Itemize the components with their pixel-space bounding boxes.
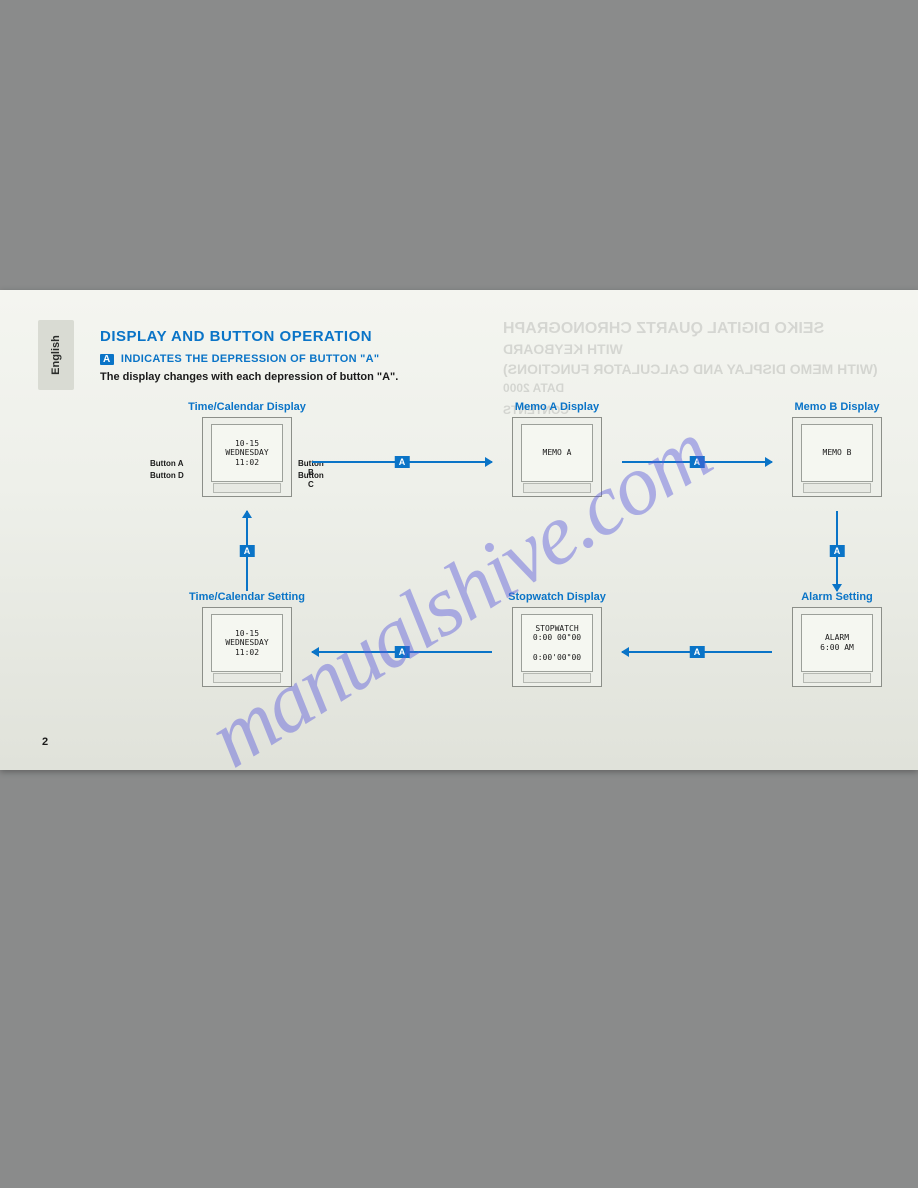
watch-screen: ALARM 6:00 AM (803, 616, 871, 670)
node-label: Stopwatch Display (508, 591, 606, 603)
arrow-badge: A (240, 545, 255, 557)
language-label: English (50, 335, 62, 375)
watch-screen: STOPWATCH 0:00 00"00 0:00'00"00 (523, 616, 591, 670)
a-badge: A (100, 354, 114, 365)
arrow-badge: A (690, 646, 705, 658)
watch-screen: 10-15 WEDNESDAY 11:02 (213, 426, 281, 480)
page-content: English SEIKO DIGITAL QUARTZ CHRONOGRAPH… (0, 290, 918, 770)
watch-icon: 10-15 WEDNESDAY 11:02 (202, 417, 292, 497)
node-label: Memo B Display (795, 401, 880, 413)
button-callout: Button C (298, 471, 324, 489)
watch-screen: MEMO B (803, 426, 871, 480)
flow-node-time-calendar-display: Time/Calendar Display10-15 WEDNESDAY 11:… (202, 401, 292, 497)
language-tab: English (38, 320, 74, 390)
flow-node-time-calendar-setting: Time/Calendar Setting10-15 WEDNESDAY 11:… (202, 591, 292, 687)
arrow-badge: A (395, 456, 410, 468)
page-number: 2 (42, 736, 48, 748)
flow-node-memo-b-display: Memo B Display MEMO B (792, 401, 882, 497)
arrow-badge: A (830, 545, 845, 557)
arrow-badge: A (395, 646, 410, 658)
button-callout: Button D (150, 471, 184, 480)
watch-icon: STOPWATCH 0:00 00"00 0:00'00"00 (512, 607, 602, 687)
subtitle-text: INDICATES THE DEPRESSION OF BUTTON "A" (121, 353, 380, 365)
node-label: Alarm Setting (801, 591, 873, 603)
flow-node-stopwatch-display: Stopwatch DisplaySTOPWATCH 0:00 00"00 0:… (512, 591, 602, 687)
manual-page: English SEIKO DIGITAL QUARTZ CHRONOGRAPH… (0, 290, 918, 770)
watch-icon: MEMO A (512, 417, 602, 497)
node-label: Time/Calendar Setting (189, 591, 305, 603)
node-label: Memo A Display (515, 401, 599, 413)
flow-diagram: Time/Calendar Display 10-15 WEDNESDAY 11:… (72, 401, 892, 731)
node-label: Time/Calendar Display (188, 401, 306, 413)
flow-node-alarm-setting: Alarm Setting ALARM 6:00 AM (792, 591, 882, 687)
watch-icon: ALARM 6:00 AM (792, 607, 882, 687)
flow-node-memo-a-display: Memo A Display MEMO A (512, 401, 602, 497)
watch-icon: 10-15 WEDNESDAY 11:02 (202, 607, 292, 687)
watch-screen: MEMO A (523, 426, 591, 480)
watch-icon: MEMO B (792, 417, 882, 497)
arrow-badge: A (690, 456, 705, 468)
button-callout: Button A (150, 459, 183, 468)
watch-screen: 10-15 WEDNESDAY 11:02 (213, 616, 281, 670)
